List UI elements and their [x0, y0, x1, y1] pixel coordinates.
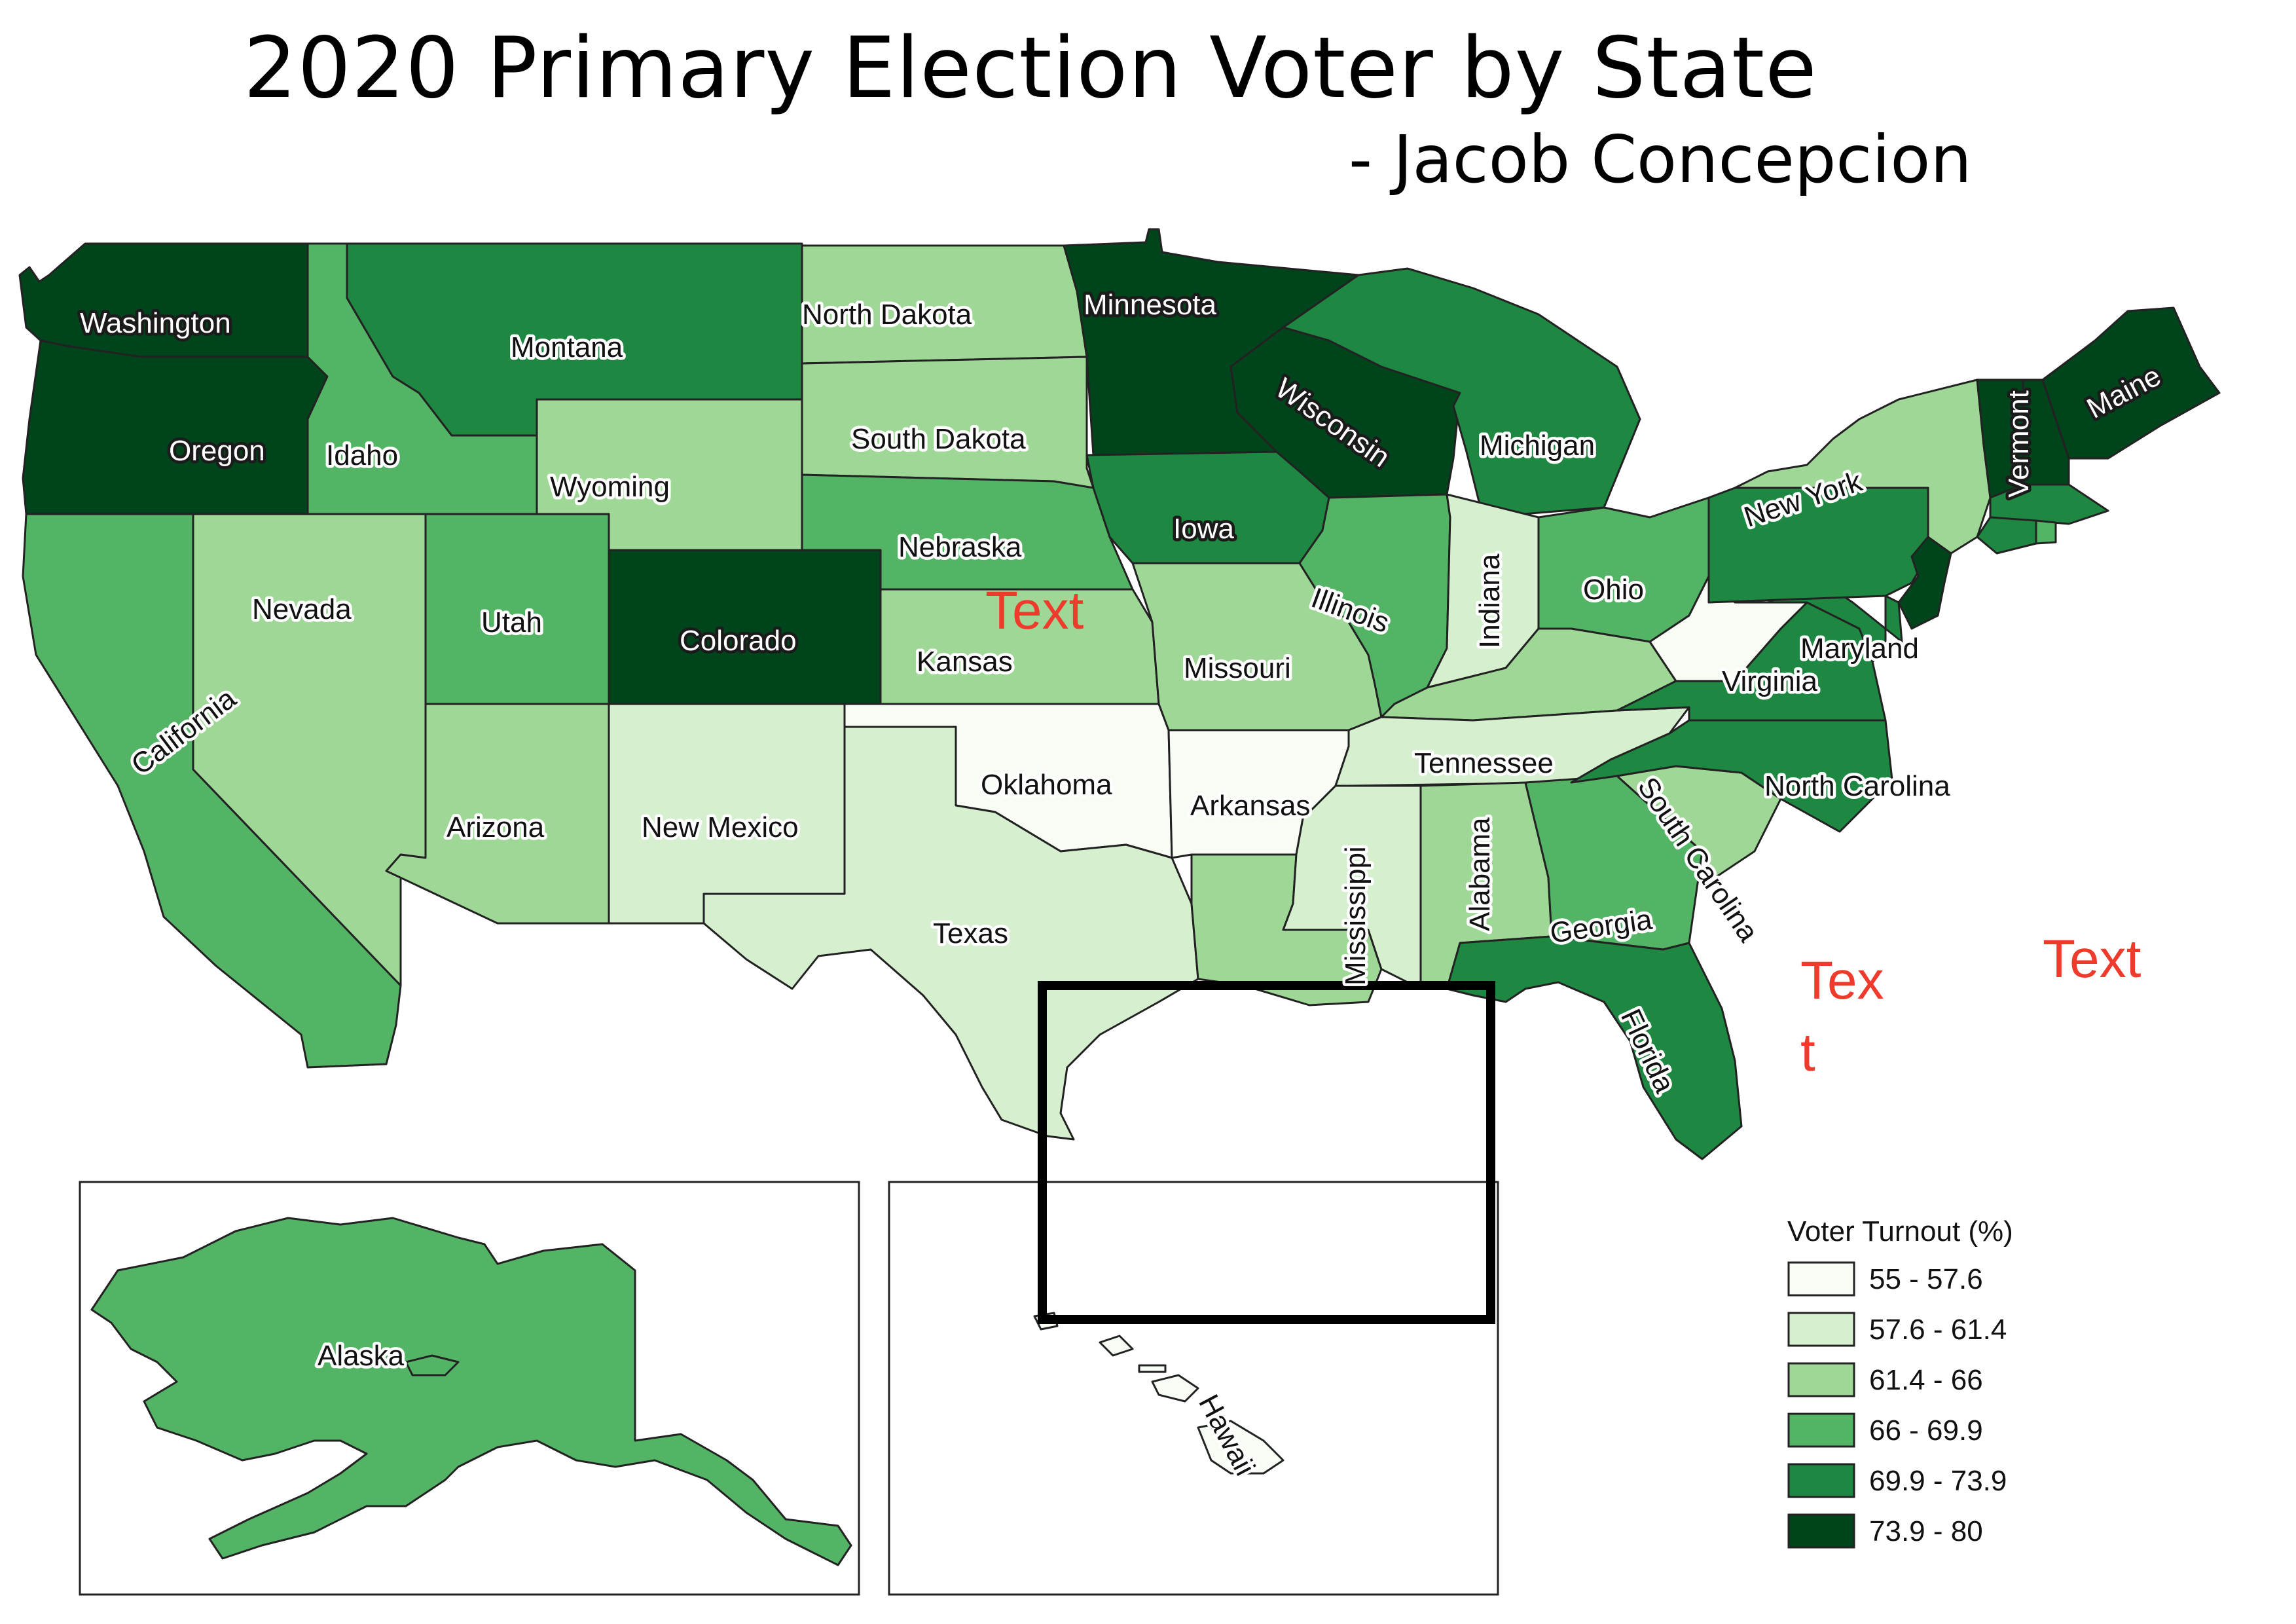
state-texas[interactable]	[702, 726, 1199, 1141]
state-maine[interactable]	[2041, 306, 2221, 460]
legend-swatch	[1787, 1362, 1855, 1397]
label-oklahoma: Oklahoma	[981, 769, 1112, 801]
state-florida[interactable]	[1446, 935, 1743, 1160]
label-alabama: Alabama	[1464, 817, 1496, 931]
label-new-mexico: New Mexico	[642, 811, 799, 843]
legend-label: 55 - 57.6	[1869, 1263, 1983, 1295]
label-indiana: Indiana	[1474, 553, 1506, 648]
state-hawaii[interactable]	[1197, 1420, 1285, 1475]
legend-label: 57.6 - 61.4	[1869, 1314, 2007, 1346]
label-missouri: Missouri	[1184, 652, 1291, 684]
legend-swatch	[1787, 1261, 1855, 1297]
label-iowa: Iowa	[1173, 513, 1234, 545]
legend-swatch	[1787, 1463, 1855, 1498]
state-hawaii-molokai[interactable]	[1138, 1364, 1167, 1373]
legend-items: 55 - 57.6 57.6 - 61.4 61.4 - 66 66 - 69.9 69…	[1787, 1261, 2007, 1549]
map-title: 2020 Primary Election Voter by State	[244, 20, 1817, 117]
state-new-hampshire[interactable]	[2022, 378, 2070, 486]
label-washington: Washington	[80, 307, 231, 339]
legend: Voter Turnout (%) 55 - 57.6 57.6 - 61.4 61…	[1787, 1215, 2013, 1549]
label-arizona: Arizona	[446, 811, 545, 843]
legend-swatch	[1787, 1312, 1855, 1347]
label-mississippi: Mississippi	[1339, 846, 1372, 986]
state-hawaii-maui[interactable]	[1151, 1374, 1199, 1403]
state-alaska-island[interactable]	[405, 1354, 460, 1376]
label-north-dakota: North Dakota	[802, 299, 972, 331]
label-nebraska: Nebraska	[898, 531, 1022, 563]
state-delaware[interactable]	[1884, 595, 1903, 643]
label-tennessee: Tennessee	[1414, 747, 1554, 779]
state-connecticut[interactable]	[1976, 516, 2037, 555]
state-new-jersey[interactable]	[1897, 536, 1952, 630]
legend-label: 73.9 - 80	[1869, 1515, 1983, 1547]
placeholder-text-kansas: Text	[985, 581, 1084, 640]
label-utah: Utah	[481, 606, 542, 638]
label-kansas: Kansas	[917, 646, 1013, 678]
label-ohio: Ohio	[1583, 574, 1644, 606]
label-north-carolina: North Carolina	[1764, 770, 1950, 802]
legend-label: 66 - 69.9	[1869, 1414, 1983, 1447]
legend-title: Voter Turnout (%)	[1787, 1215, 2013, 1247]
label-michigan: Michigan	[1480, 430, 1595, 462]
state-washington[interactable]	[18, 242, 309, 358]
alaska-inset-frame	[79, 1181, 860, 1596]
legend-swatch	[1787, 1513, 1855, 1549]
placeholder-text-split-line2: t	[1800, 1023, 1815, 1082]
state-rhode-island[interactable]	[2035, 519, 2057, 545]
map-subtitle: - Jacob Concepcion	[1349, 121, 1972, 198]
label-minnesota: Minnesota	[1084, 289, 1217, 321]
state-shapes	[18, 228, 2221, 1566]
state-iowa[interactable]	[1085, 451, 1330, 564]
state-oregon[interactable]	[22, 339, 329, 515]
label-montana: Montana	[511, 331, 623, 363]
label-vermont: Vermont	[2003, 390, 2035, 498]
state-south-dakota[interactable]	[801, 356, 1095, 489]
label-wyoming: Wyoming	[550, 471, 670, 503]
label-nevada: Nevada	[252, 593, 352, 625]
label-virginia: Virginia	[1722, 665, 1817, 697]
label-arkansas: Arkansas	[1190, 790, 1310, 822]
highlight-box	[1038, 981, 1495, 1324]
legend-label: 69.9 - 73.9	[1869, 1465, 2007, 1497]
legend-label: 61.4 - 66	[1869, 1364, 1983, 1396]
placeholder-text-split-line1: Tex	[1800, 951, 1884, 1010]
label-alaska: Alaska	[318, 1340, 405, 1372]
label-maryland: Maryland	[1800, 633, 1919, 665]
state-alaska[interactable]	[90, 1217, 852, 1566]
label-colorado: Colorado	[680, 625, 797, 657]
label-south-dakota: South Dakota	[851, 423, 1026, 455]
state-hawaii-oahu[interactable]	[1099, 1335, 1134, 1357]
label-texas: Texas	[933, 917, 1008, 950]
label-idaho: Idaho	[326, 439, 398, 471]
legend-swatch	[1787, 1412, 1855, 1448]
hawaii-inset-frame	[888, 1181, 1499, 1596]
label-oregon: Oregon	[169, 435, 265, 467]
state-north-carolina[interactable]	[1570, 719, 1893, 833]
placeholder-text-atlantic: Text	[2043, 929, 2141, 989]
